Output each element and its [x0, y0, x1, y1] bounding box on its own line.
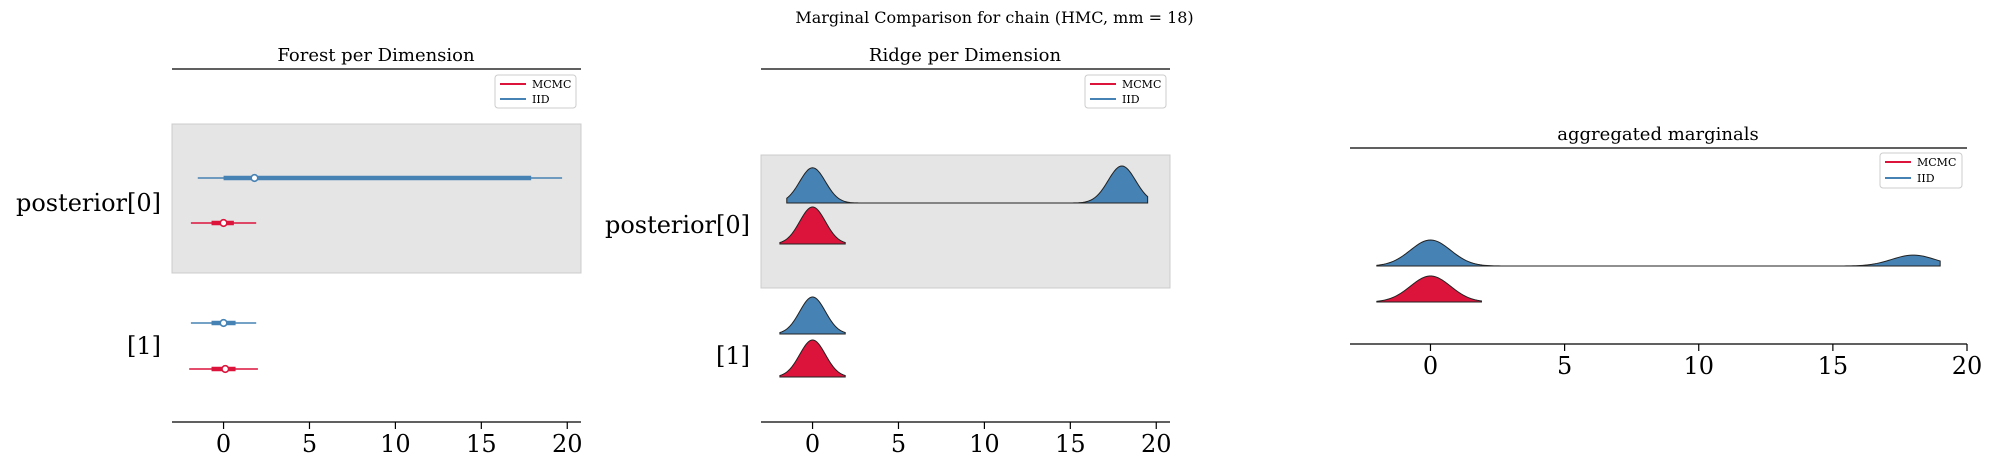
forest-marks [189, 173, 563, 374]
median-point [219, 318, 228, 328]
x-tick-label: 15 [466, 430, 497, 458]
ridge-density [786, 165, 1149, 204]
x-ticks: 0 5 10 15 20 [216, 422, 583, 458]
x-tick-label: 10 [1683, 352, 1714, 380]
x-tick-label: 20 [552, 430, 583, 458]
legend: MCMC IID [494, 74, 577, 109]
x-tick-label: 0 [805, 430, 820, 458]
row-label: posterior[0] [605, 211, 750, 239]
median-point [250, 173, 259, 183]
legend-label-iid: IID [1917, 172, 1935, 185]
ridge-marks [779, 165, 1149, 378]
legend-label-iid: IID [1122, 93, 1140, 106]
x-tick-label: 15 [1818, 352, 1849, 380]
legend-label-mcmc: MCMC [1917, 156, 1956, 169]
x-tick-label: 5 [302, 430, 317, 458]
x-tick-label: 10 [380, 430, 411, 458]
panel-ridge: Ridge per Dimension 0 5 10 15 20 posterior[0… [605, 45, 1172, 458]
row-label: [1] [127, 332, 161, 360]
x-tick-label: 5 [1557, 352, 1572, 380]
ridge-density [779, 206, 846, 245]
legend-label-iid: IID [532, 93, 550, 106]
panel-title: aggregated marginals [1557, 124, 1758, 145]
panel-title: Forest per Dimension [277, 45, 475, 66]
x-tick-label: 20 [1141, 430, 1172, 458]
x-tick-label: 20 [1952, 352, 1983, 380]
legend-label-mcmc: MCMC [1122, 78, 1161, 91]
panel-aggregated: aggregated marginals 0 5 10 15 20 MCMC IID [1350, 124, 1982, 380]
x-ticks: 0 5 10 15 20 [1423, 344, 1982, 380]
x-tick-label: 0 [1423, 352, 1438, 380]
x-ticks: 0 5 10 15 20 [805, 422, 1172, 458]
legend-label-mcmc: MCMC [532, 78, 571, 91]
row-label: posterior[0] [16, 189, 161, 217]
band-posterior0 [171, 123, 582, 274]
panel-forest: Forest per Dimension 0 5 10 15 20 posterior[… [16, 45, 583, 458]
figure-suptitle: Marginal Comparison for chain (HMC, mm =… [795, 8, 1193, 27]
aggregate-density [1376, 275, 1482, 303]
ridge-density [779, 296, 846, 335]
legend: MCMC IID [1879, 152, 1963, 189]
x-tick-label: 5 [891, 430, 906, 458]
aggregate-marks [1376, 239, 1941, 303]
ridge-density [779, 339, 846, 378]
band-posterior0 [760, 154, 1171, 289]
legend: MCMC IID [1084, 74, 1167, 109]
median-point [219, 218, 228, 228]
panel-title: Ridge per Dimension [869, 45, 1062, 66]
x-tick-label: 10 [969, 430, 1000, 458]
median-point [221, 364, 230, 374]
x-tick-label: 15 [1055, 430, 1086, 458]
x-tick-label: 0 [216, 430, 231, 458]
aggregate-density [1376, 239, 1941, 267]
row-label: [1] [716, 342, 750, 370]
